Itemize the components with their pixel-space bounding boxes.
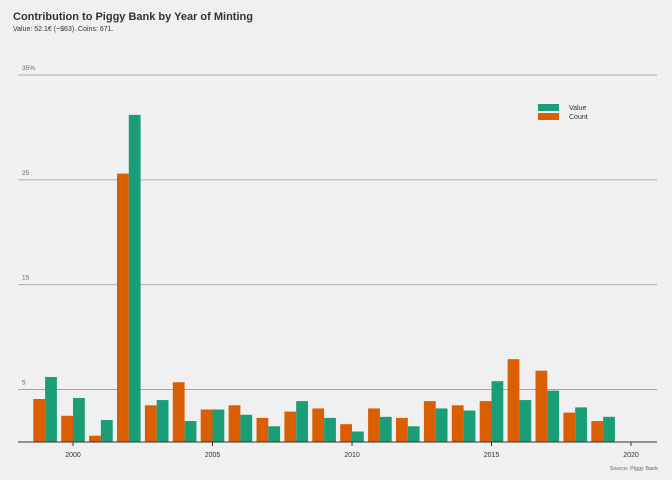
legend-label-value: Value — [569, 105, 586, 112]
bar-value-2018 — [575, 407, 587, 442]
y-tick-label: 35% — [22, 65, 35, 72]
bar-value-2001 — [100, 419, 113, 442]
bar-value-2004 — [184, 421, 197, 442]
bar-count-1999 — [33, 399, 46, 442]
bar-value-2013 — [435, 408, 448, 442]
x-tick-label: 2005 — [205, 452, 221, 459]
chart-title: Contribution to Piggy Bank by Year of Mi… — [13, 11, 253, 23]
bar-count-2005 — [200, 409, 213, 442]
bar-value-2017 — [547, 390, 560, 442]
bar-count-2016 — [507, 359, 520, 442]
x-tick-label: 2010 — [344, 452, 360, 459]
legend: Value Count — [538, 104, 588, 121]
bar-value-2010 — [352, 431, 364, 442]
bar-value-2002 — [128, 114, 141, 443]
bar-value-2005 — [212, 409, 225, 442]
legend-swatch-value — [538, 104, 559, 111]
bar-count-2003 — [144, 405, 157, 442]
bar-value-2000 — [73, 397, 85, 442]
bar-value-2014 — [463, 410, 476, 442]
x-ticks: 2000 2005 2010 2015 2020 — [65, 442, 639, 459]
bar-value-2015 — [491, 381, 504, 442]
chart-subtitle: Value: 52.1€ (~$63). Coins: 671. — [13, 26, 114, 33]
y-tick-label: 25 — [22, 170, 30, 177]
bar-count-2009 — [312, 408, 325, 442]
y-tick-label: 5 — [22, 380, 26, 387]
bar-count-2002 — [117, 173, 129, 442]
bar-value-2006 — [240, 414, 253, 442]
bar-count-2011 — [368, 408, 380, 442]
bar-value-2003 — [156, 400, 169, 442]
x-tick-label: 2020 — [623, 452, 639, 459]
bar-count-2017 — [535, 370, 548, 442]
bar-count-2008 — [284, 411, 297, 442]
y-tick-labels: 5 15 25 35% — [22, 65, 35, 387]
bars — [33, 114, 615, 443]
bar-count-2014 — [451, 405, 464, 442]
bar-count-2000 — [61, 415, 73, 442]
chart-caption: Source: Piggy Bank — [610, 466, 659, 472]
bar-value-2019 — [603, 416, 615, 442]
bar-count-2007 — [256, 417, 269, 442]
bar-value-2016 — [519, 400, 532, 442]
bar-count-2013 — [423, 401, 436, 442]
grid-lines — [18, 74, 657, 390]
bar-value-2011 — [379, 416, 392, 442]
bar-count-2012 — [396, 417, 408, 442]
legend-label-count: Count — [569, 114, 588, 121]
bar-value-2007 — [268, 426, 281, 442]
x-tick-label: 2015 — [484, 452, 500, 459]
bar-count-2019 — [591, 421, 604, 442]
bar-count-2010 — [340, 424, 352, 442]
bar-value-2008 — [296, 401, 308, 442]
bar-count-2004 — [172, 382, 185, 442]
y-tick-label: 15 — [22, 275, 30, 282]
bar-value-2012 — [407, 426, 420, 442]
bar-count-2018 — [563, 412, 576, 442]
bar-count-2001 — [89, 435, 101, 442]
bar-count-2006 — [228, 405, 241, 442]
x-tick-label: 2000 — [65, 452, 81, 459]
bar-value-1999 — [45, 376, 57, 442]
legend-swatch-count — [538, 113, 559, 120]
bar-count-2015 — [479, 401, 492, 442]
bar-value-2009 — [324, 417, 336, 442]
